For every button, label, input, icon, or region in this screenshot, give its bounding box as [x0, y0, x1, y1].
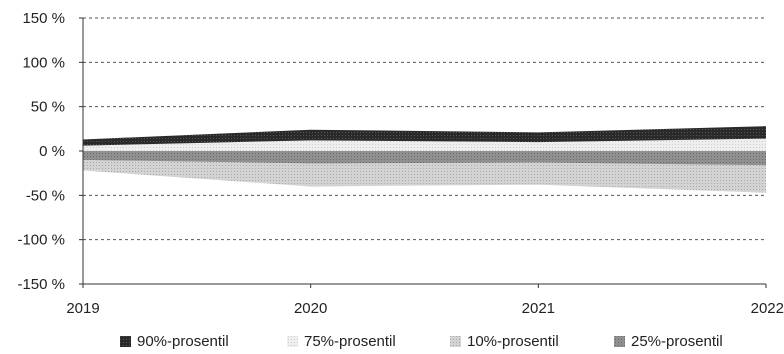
legend-swatch — [614, 336, 625, 347]
plot-areas — [83, 126, 766, 193]
axes: 150 % 100 % 50 % 0 % -50 % -100 % -150 %2019 20… — [17, 10, 784, 317]
legend-label: 10%-prosentil — [467, 333, 559, 350]
legend: 90%-prosentil 75%-prosentil 10%-prosentil 2… — [120, 333, 723, 350]
area-75-prosentil — [83, 138, 766, 151]
legend-label: 90%-prosentil — [137, 333, 229, 350]
x-tick-label: 2019 — [66, 300, 99, 317]
y-tick-label: 100 % — [22, 54, 65, 71]
legend-item: 10%-prosentil — [450, 333, 559, 350]
x-tick-label: 2020 — [294, 300, 327, 317]
legend-item: 25%-prosentil — [614, 333, 723, 350]
x-tick-label: 2022 — [751, 300, 784, 317]
y-tick-label: -150 % — [17, 276, 65, 293]
y-tick-label: -50 % — [26, 187, 65, 204]
legend-swatch — [450, 336, 461, 347]
y-tick-label: 0 % — [39, 143, 65, 160]
legend-item: 75%-prosentil — [287, 333, 396, 350]
legend-label: 75%-prosentil — [304, 333, 396, 350]
y-tick-label: 150 % — [22, 10, 65, 27]
y-tick-label: -100 % — [17, 232, 65, 249]
legend-swatch — [287, 336, 298, 347]
x-tick-label: 2021 — [522, 300, 555, 317]
legend-swatch — [120, 336, 131, 347]
legend-item: 90%-prosentil — [120, 333, 229, 350]
legend-label: 25%-prosentil — [631, 333, 723, 350]
area-25-prosentil — [83, 151, 766, 166]
y-tick-label: 50 % — [31, 99, 65, 116]
